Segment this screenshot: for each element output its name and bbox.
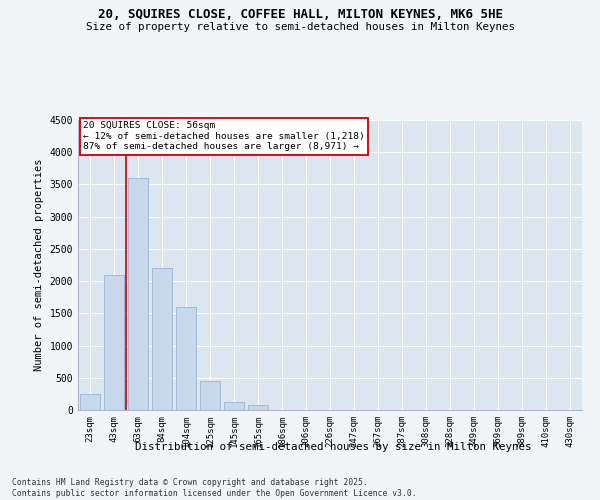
Y-axis label: Number of semi-detached properties: Number of semi-detached properties (34, 159, 44, 371)
Bar (128, 178, 148, 410)
Text: 20 SQUIRES CLOSE: 56sqm
← 12% of semi-detached houses are smaller (1,218)
87% of: 20 SQUIRES CLOSE: 56sqm ← 12% of semi-de… (83, 122, 365, 151)
Bar (200, 381, 220, 410)
Text: Distribution of semi-detached houses by size in Milton Keynes: Distribution of semi-detached houses by … (135, 442, 531, 452)
Bar (152, 268, 172, 410)
Text: Size of property relative to semi-detached houses in Milton Keynes: Size of property relative to semi-detach… (86, 22, 515, 32)
Bar (248, 406, 268, 410)
Bar (224, 402, 244, 410)
Bar (104, 274, 124, 410)
Bar (176, 307, 196, 410)
Text: Contains HM Land Registry data © Crown copyright and database right 2025.
Contai: Contains HM Land Registry data © Crown c… (12, 478, 416, 498)
Text: 20, SQUIRES CLOSE, COFFEE HALL, MILTON KEYNES, MK6 5HE: 20, SQUIRES CLOSE, COFFEE HALL, MILTON K… (97, 8, 503, 20)
Bar (80, 394, 100, 410)
